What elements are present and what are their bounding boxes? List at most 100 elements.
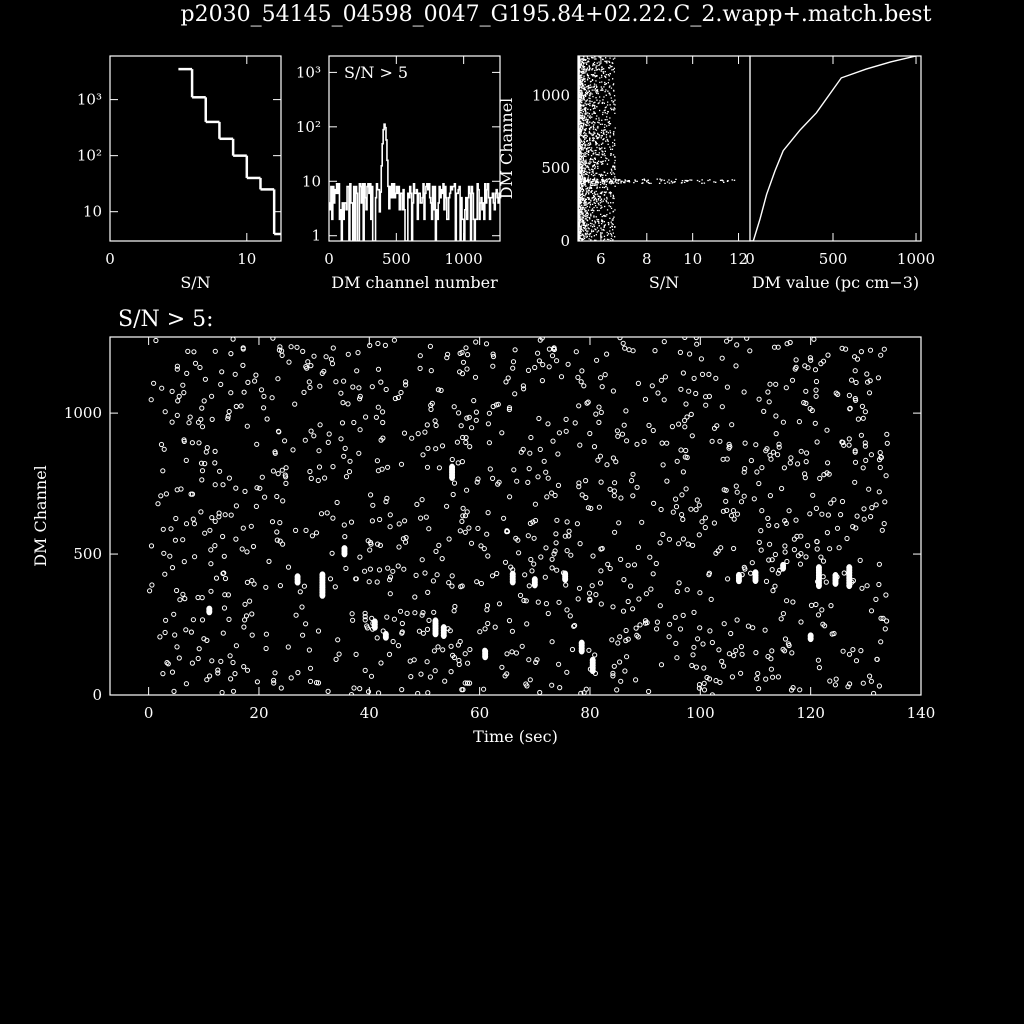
dm-vs-sn-frame <box>577 55 751 242</box>
pulse-point <box>482 647 489 656</box>
pulse-point <box>846 564 853 572</box>
single-pulse-cluster <box>440 624 447 639</box>
single-pulse-cluster <box>531 576 538 589</box>
dm-vs-sn-xlabel: S/N <box>649 273 679 292</box>
dm-mapping-curve <box>750 56 917 241</box>
pulse-point <box>449 463 456 471</box>
single-pulse-cluster <box>294 573 301 586</box>
time-vs-dm-ytick-label: 1000 <box>64 404 102 422</box>
dm-histogram-ytick-label: 1 <box>311 227 321 245</box>
dm-histogram-annotation: S/N > 5 <box>344 63 408 82</box>
time-vs-dm-xtick-label: 0 <box>144 704 154 722</box>
single-pulse-cluster <box>432 617 439 638</box>
dm-mapping-xtick-label: 1000 <box>897 250 935 268</box>
dm-vs-sn-ylabel: DM Channel <box>497 98 516 200</box>
time-vs-dm-points <box>147 337 890 695</box>
sn-histogram-xtick-label: 10 <box>237 250 256 268</box>
single-pulse-cluster <box>382 630 389 641</box>
time-vs-dm-xtick-label: 40 <box>360 704 379 722</box>
dm-histogram-xlabel: DM channel number <box>331 273 498 292</box>
single-pulse-cluster <box>371 618 378 631</box>
sn-histogram-ytick-label: 10 <box>83 203 102 221</box>
single-pulse-cluster <box>482 647 489 661</box>
time-dm-scatter <box>147 337 890 695</box>
time-vs-dm-xtick-label: 20 <box>249 704 268 722</box>
dm-vs-sn-xtick-label: 8 <box>642 250 652 268</box>
dm-histogram-xtick-label: 0 <box>324 250 334 268</box>
single-pulse-cluster <box>341 545 348 558</box>
dm-histogram-line <box>329 123 500 241</box>
figure-title: p2030_54145_04598_0047_G195.84+02.22.C_2… <box>181 2 932 27</box>
pulse-point <box>807 632 814 640</box>
dm-vs-sn-points <box>578 56 736 241</box>
time-vs-dm-xtick-label: 140 <box>907 704 936 722</box>
dm-mapping-xtick-label: 500 <box>819 250 848 268</box>
single-pulse-cluster <box>206 605 213 616</box>
single-pulse-cluster <box>509 570 516 586</box>
sn-histogram-xlabel: S/N <box>180 273 210 292</box>
pulse-point <box>578 639 585 647</box>
single-pulse-cluster <box>832 572 839 587</box>
single-pulse-cluster <box>752 569 759 585</box>
pulse-point <box>531 576 538 584</box>
single-pulse-cluster <box>449 463 456 481</box>
single-pulse-cluster <box>807 632 814 643</box>
dm-histogram-ytick-label: 10² <box>296 118 321 136</box>
sn-histogram-bars <box>178 67 281 236</box>
time-vs-dm-xtick-label: 100 <box>686 704 715 722</box>
pulse-point <box>206 605 213 613</box>
single-pulse-cluster <box>319 571 326 599</box>
pulse-point <box>382 630 389 639</box>
pulse-point <box>294 573 301 581</box>
sn-histogram-frame <box>109 55 282 242</box>
time-vs-dm-xlabel: Time (sec) <box>473 727 558 746</box>
single-pulse-cluster <box>815 564 822 590</box>
sn-histogram-panel: 0 10 10 10² 10³ S/N <box>77 55 282 292</box>
time-vs-dm-ytick-label: 0 <box>92 686 102 704</box>
dm-vs-sn-scatter <box>578 56 736 241</box>
dm-vs-sn-xtick-label: 12 <box>729 250 748 268</box>
single-pulse-cluster <box>780 561 787 572</box>
pulse-point <box>780 561 787 570</box>
dm-vs-sn-ytick-label: 500 <box>541 159 570 177</box>
pulse-point <box>735 571 742 580</box>
pulse-point <box>319 571 326 579</box>
pulse-point <box>832 572 839 580</box>
dm-vs-sn-ytick-label: 0 <box>560 232 570 250</box>
pulse-point <box>440 624 447 632</box>
time-dm-subtitle: S/N > 5: <box>118 307 214 332</box>
dm-mapping-xtick-label: 0 <box>745 250 755 268</box>
dm-histogram-panel: 0 500 1000 1 10 10² 10³ DM channel number S/N > … <box>296 55 501 292</box>
pulse-point <box>562 570 569 578</box>
pulse-point <box>752 569 759 577</box>
pulse-point <box>509 570 516 578</box>
sn-histogram-xtick-label: 0 <box>105 250 115 268</box>
dm-mapping-panel: 0 500 1000 DM value (pc cm−3) <box>745 55 935 292</box>
pulse-point <box>815 564 822 572</box>
time-vs-dm-ylabel: DM Channel <box>31 465 50 567</box>
dm-histogram-xtick-label: 1000 <box>445 250 483 268</box>
time-vs-dm-panel: 0 20 40 60 80 100 120 140 0 500 1000 Time (sec) DM C… <box>31 307 935 746</box>
dm-mapping-frame <box>749 55 922 242</box>
single-pulse-cluster <box>735 571 742 585</box>
dm-histogram-frame <box>328 55 501 242</box>
pulse-point <box>341 545 348 553</box>
time-vs-dm-xtick-label: 60 <box>470 704 489 722</box>
dm-vs-sn-xtick-label: 6 <box>596 250 606 268</box>
dm-histogram-ytick-label: 10³ <box>296 63 321 81</box>
dm-histogram-ytick-label: 10 <box>302 172 321 190</box>
dm-mapping-xlabel: DM value (pc cm−3) <box>752 273 919 292</box>
dm-vs-sn-panel: 6 8 10 12 0 500 1000 S/N DM Channel <box>497 55 751 292</box>
dm-vs-sn-ytick-label: 1000 <box>532 86 570 104</box>
time-vs-dm-frame <box>109 336 922 696</box>
single-pulse-cluster <box>589 656 596 675</box>
dm-histogram-bars <box>329 123 500 241</box>
dm-histogram-xtick-label: 500 <box>382 250 411 268</box>
sn-histogram-ytick-label: 10³ <box>77 91 102 109</box>
single-pulse-cluster <box>846 564 853 590</box>
sn-histogram-ytick-label: 10² <box>77 147 102 165</box>
time-vs-dm-ytick-label: 500 <box>73 545 102 563</box>
single-pulse-cluster <box>562 570 569 583</box>
